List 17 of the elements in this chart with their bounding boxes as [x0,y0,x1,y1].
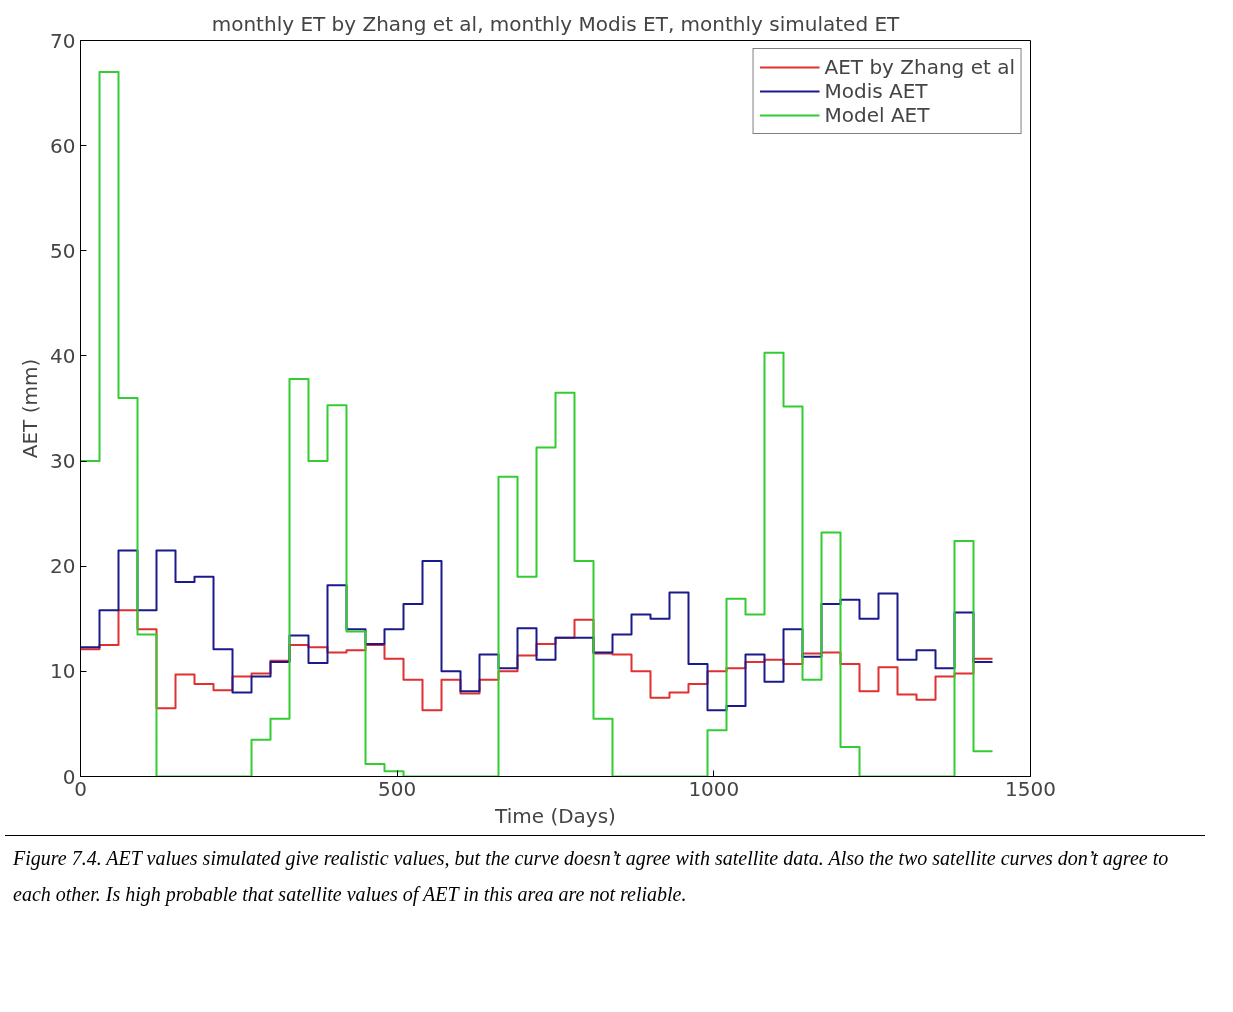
caption: Figure 7.4. AET values simulated give realistic values, but the curve doesn’t agree with satellite data. Also the two satellite curves don’t agree to each other. Is high probable that satellite values of AET in this area are not reliable. [13,846,1170,908]
legend-label: AET by Zhang et al [824,55,1015,79]
x-tick-label: 1000 [688,776,740,801]
y-tick-label: 60 [50,133,76,158]
chart-title: monthly ET by Zhang et al, monthly Modis ET, monthly simulated ET [211,11,901,36]
y-tick-label: 70 [50,28,76,53]
legend-label: Model AET [824,103,930,127]
y-tick-label: 10 [50,659,76,684]
legend-label: Modis AET [824,79,928,103]
y-tick-label: 20 [50,554,76,579]
x-tick-label: 1500 [1005,776,1056,801]
x-axis-title: Time (Days) [494,803,616,828]
y-tick-label: 40 [50,343,76,368]
y-tick-label: 30 [50,449,76,474]
y-tick-label: 50 [50,238,76,263]
y-axis-title: AET (mm) [18,358,43,459]
x-tick-label: 500 [378,776,417,801]
